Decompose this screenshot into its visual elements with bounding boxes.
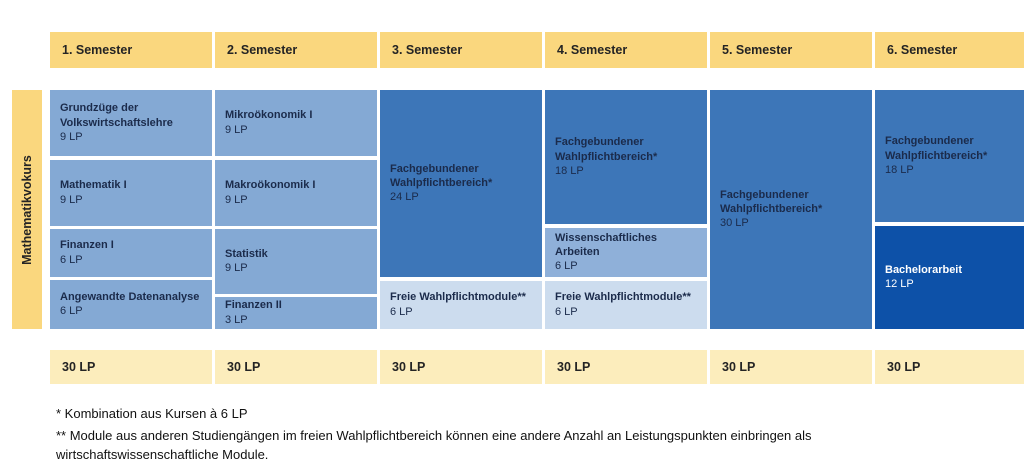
module-bachelorarbeit: Bachelorarbeit 12 LP: [875, 226, 1024, 329]
module-credits: 18 LP: [555, 164, 584, 177]
module-name: Mikroökonomik I: [225, 109, 313, 122]
module-credits: 6 LP: [555, 260, 578, 273]
module-name: Fachgebundener Wahlpflichtbereich*: [885, 135, 988, 162]
footnote-free-electives: ** Module aus anderen Studiengängen im f…: [56, 427, 812, 462]
semester-header-6: 6. Semester: [875, 32, 1024, 68]
module-wissenschaftliches-arbeiten: Wissenschaftliches Arbeiten 6 LP: [545, 228, 707, 277]
module-freie-wahlpflichtmodule-s3: Freie Wahlpflichtmodule** 6 LP: [380, 281, 542, 329]
module-credits: 6 LP: [555, 305, 578, 318]
module-name: Fachgebundener Wahlpflichtbereich*: [555, 136, 658, 163]
module-mathematik-1: Mathematik I 9 LP: [50, 160, 212, 226]
module-fachgebundener-wahlpflichtbereich-s6: Fachgebundener Wahlpflichtbereich* 18 LP: [875, 90, 1024, 222]
module-finanzen-1: Finanzen I 6 LP: [50, 229, 212, 277]
module-credits: 18 LP: [885, 163, 914, 176]
module-credits: 12 LP: [885, 278, 914, 291]
semester-total-1: 30 LP: [50, 350, 212, 384]
module-name: Angewandte Datenanalyse: [60, 290, 200, 303]
module-credits: 9 LP: [60, 193, 83, 206]
module-name: Fachgebundener Wahlpflichtbereich*: [720, 188, 823, 216]
module-fachgebundener-wahlpflichtbereich-s4: Fachgebundener Wahlpflichtbereich* 18 LP: [545, 90, 707, 224]
module-credits: 6 LP: [390, 305, 413, 318]
module-credits: 6 LP: [60, 253, 83, 266]
module-name: Freie Wahlpflichtmodule**: [390, 291, 526, 304]
module-grundzuege-vwl: Grundzüge der Volkswirtschaftslehre 9 LP: [50, 90, 212, 156]
module-credits: 24 LP: [390, 191, 419, 204]
semester-total-2: 30 LP: [215, 350, 377, 384]
module-angewandte-datenanalyse: Angewandte Datenanalyse 6 LP: [50, 280, 212, 329]
semester-total-6: 30 LP: [875, 350, 1024, 384]
module-finanzen-2: Finanzen II 3 LP: [215, 297, 377, 329]
semester-header-3: 3. Semester: [380, 32, 542, 68]
module-credits: 9 LP: [225, 123, 248, 136]
semester-header-4: 4. Semester: [545, 32, 707, 68]
footnotes: * Kombination aus Kursen à 6 LP ** Modul…: [56, 405, 936, 465]
module-name: Finanzen I: [60, 239, 114, 252]
math-precourse-label: Mathematikvokurs: [20, 154, 35, 265]
module-makrooekonomik-1: Makroökonomik I 9 LP: [215, 160, 377, 226]
module-name: Statistik: [225, 247, 268, 260]
semester-total-3: 30 LP: [380, 350, 542, 384]
semester-total-4: 30 LP: [545, 350, 707, 384]
module-credits: 9 LP: [225, 262, 248, 275]
semester-header-1: 1. Semester: [50, 32, 212, 68]
module-name: Finanzen II: [225, 299, 282, 312]
footnote-combination: * Kombination aus Kursen à 6 LP: [56, 406, 248, 421]
module-mikrooekonomik-1: Mikroökonomik I 9 LP: [215, 90, 377, 156]
module-name: Freie Wahlpflichtmodule**: [555, 291, 691, 304]
module-credits: 30 LP: [720, 217, 749, 230]
module-credits: 6 LP: [60, 305, 83, 318]
module-credits: 3 LP: [225, 313, 248, 326]
module-statistik: Statistik 9 LP: [215, 229, 377, 294]
module-name: Grundzüge der Volkswirtschaftslehre: [60, 102, 173, 129]
semester-header-5: 5. Semester: [710, 32, 872, 68]
module-freie-wahlpflichtmodule-s4: Freie Wahlpflichtmodule** 6 LP: [545, 281, 707, 329]
module-name: Fachgebundener Wahlpflichtbereich*: [390, 162, 493, 190]
module-name: Wissenschaftliches Arbeiten: [555, 231, 657, 259]
module-credits: 9 LP: [60, 130, 83, 143]
math-precourse-bar: Mathematikvokurs: [12, 90, 42, 329]
module-credits: 9 LP: [225, 193, 248, 206]
module-name: Bachelorarbeit: [885, 263, 963, 276]
semester-header-2: 2. Semester: [215, 32, 377, 68]
module-name: Mathematik I: [60, 179, 127, 192]
semester-total-5: 30 LP: [710, 350, 872, 384]
module-fachgebundener-wahlpflichtbereich-s3: Fachgebundener Wahlpflichtbereich* 24 LP: [380, 90, 542, 277]
module-name: Makroökonomik I: [225, 179, 316, 192]
module-fachgebundener-wahlpflichtbereich-s5: Fachgebundener Wahlpflichtbereich* 30 LP: [710, 90, 872, 329]
